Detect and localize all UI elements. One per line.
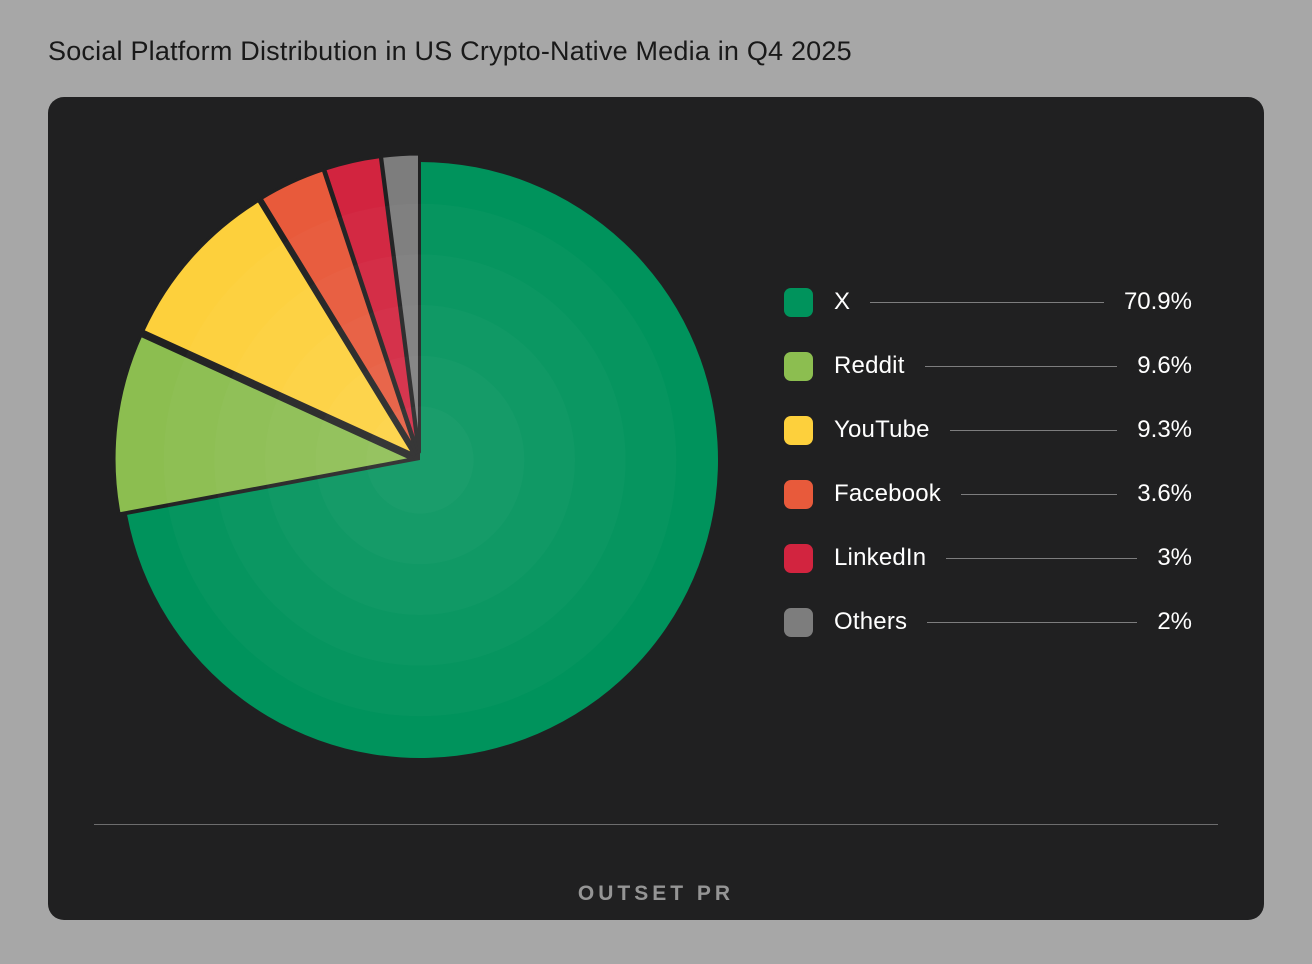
- legend-connector-line: [927, 621, 1138, 623]
- legend-row-others: Others 2%: [784, 590, 1192, 654]
- legend-connector-line: [946, 557, 1138, 559]
- pie-chart: [112, 152, 718, 759]
- legend-row-reddit: Reddit 9.6%: [784, 334, 1192, 398]
- legend-swatch: [784, 479, 813, 509]
- pie-ring: [366, 406, 473, 513]
- legend-connector-line: [961, 493, 1118, 495]
- legend-label: Facebook: [834, 480, 941, 507]
- legend-connector-line: [949, 429, 1118, 431]
- legend-value: 3.6%: [1137, 480, 1192, 507]
- legend-swatch: [784, 351, 813, 381]
- legend-label: X: [834, 288, 851, 315]
- legend-label: Reddit: [834, 352, 905, 379]
- legend-row-linkedin: LinkedIn 3%: [784, 526, 1192, 590]
- legend-label: LinkedIn: [834, 544, 927, 571]
- outset-pr-logo: OUTSET PR: [577, 882, 735, 905]
- pie-slice-facebook: [259, 168, 419, 455]
- pie-slice-others: [380, 152, 421, 454]
- legend-label: YouTube: [834, 416, 930, 443]
- legend-connector-line: [924, 365, 1118, 367]
- legend-row-facebook: Facebook 3.6%: [784, 462, 1192, 526]
- legend-value: 9.6%: [1137, 352, 1192, 379]
- legend-swatch: [784, 543, 813, 573]
- legend-connector-line: [870, 301, 1104, 303]
- legend-swatch: [784, 607, 813, 637]
- legend: X 70.9% Reddit 9.6% YouTube 9.3% Facebook 3.6% L…: [784, 270, 1192, 654]
- pie-slice-reddit: [112, 333, 414, 516]
- legend-swatch: [784, 415, 813, 445]
- legend-row-x: X 70.9%: [784, 270, 1192, 334]
- chart-card: X 70.9% Reddit 9.6% YouTube 9.3% Facebook 3.6% L…: [48, 97, 1264, 920]
- page-title: Social Platform Distribution in US Crypt…: [48, 36, 852, 66]
- pie-slice-youtube: [141, 199, 416, 457]
- legend-swatch: [784, 287, 813, 317]
- legend-value: 3%: [1157, 544, 1192, 571]
- legend-row-youtube: YouTube 9.3%: [784, 398, 1192, 462]
- footer-divider: [94, 824, 1218, 825]
- legend-label: Others: [834, 608, 908, 635]
- legend-value: 9.3%: [1137, 416, 1192, 443]
- pie-slice-x: [127, 162, 718, 759]
- legend-value: 70.9%: [1123, 288, 1192, 315]
- legend-value: 2%: [1157, 608, 1192, 635]
